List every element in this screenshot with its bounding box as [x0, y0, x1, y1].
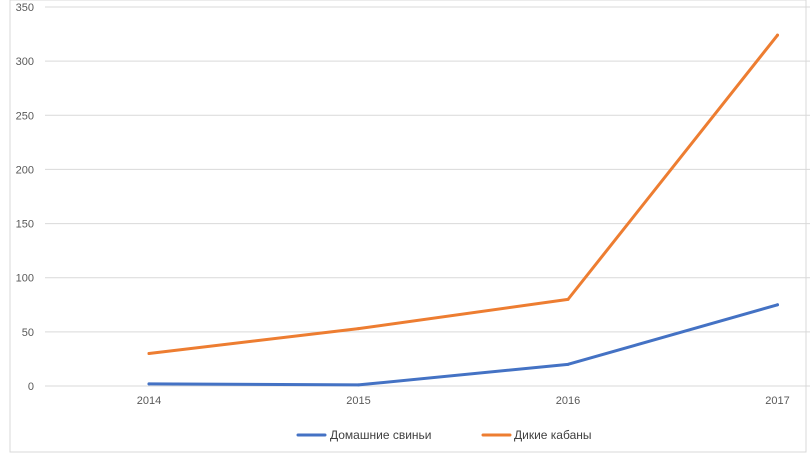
data-point [147, 352, 151, 356]
data-point [566, 297, 570, 301]
data-point [776, 33, 779, 37]
y-tick-label: 50 [22, 327, 34, 339]
y-tick-label: 250 [16, 110, 34, 122]
data-point [776, 303, 779, 307]
y-tick-label: 200 [16, 164, 34, 176]
data-point [357, 327, 360, 331]
x-tick-label: 2014 [137, 395, 161, 407]
y-axis-ticks: 0 50 100 150 200 250 300 350 [16, 2, 34, 393]
x-axis-ticks: 2014 2015 2016 2017 [137, 395, 790, 407]
chart-frame [9, 0, 807, 453]
data-point [566, 362, 570, 366]
y-tick-label: 300 [16, 56, 34, 68]
series-line-0 [147, 303, 779, 387]
y-tick-label: 150 [16, 219, 34, 231]
series-line-1 [147, 33, 779, 356]
y-tick-label: 350 [16, 2, 34, 14]
legend-label: Домашние свиньи [330, 428, 431, 442]
legend: Домашние свиньи Дикие кабаны [296, 428, 592, 442]
x-tick-label: 2015 [346, 395, 370, 407]
data-point [147, 382, 151, 386]
x-tick-label: 2017 [765, 395, 789, 407]
gridlines [45, 6, 810, 387]
series-lines [147, 33, 779, 387]
x-tick-label: 2016 [556, 395, 580, 407]
data-point [357, 383, 360, 387]
y-tick-label: 0 [28, 381, 34, 393]
y-tick-label: 100 [16, 273, 34, 285]
legend-label: Дикие кабаны [514, 428, 592, 442]
